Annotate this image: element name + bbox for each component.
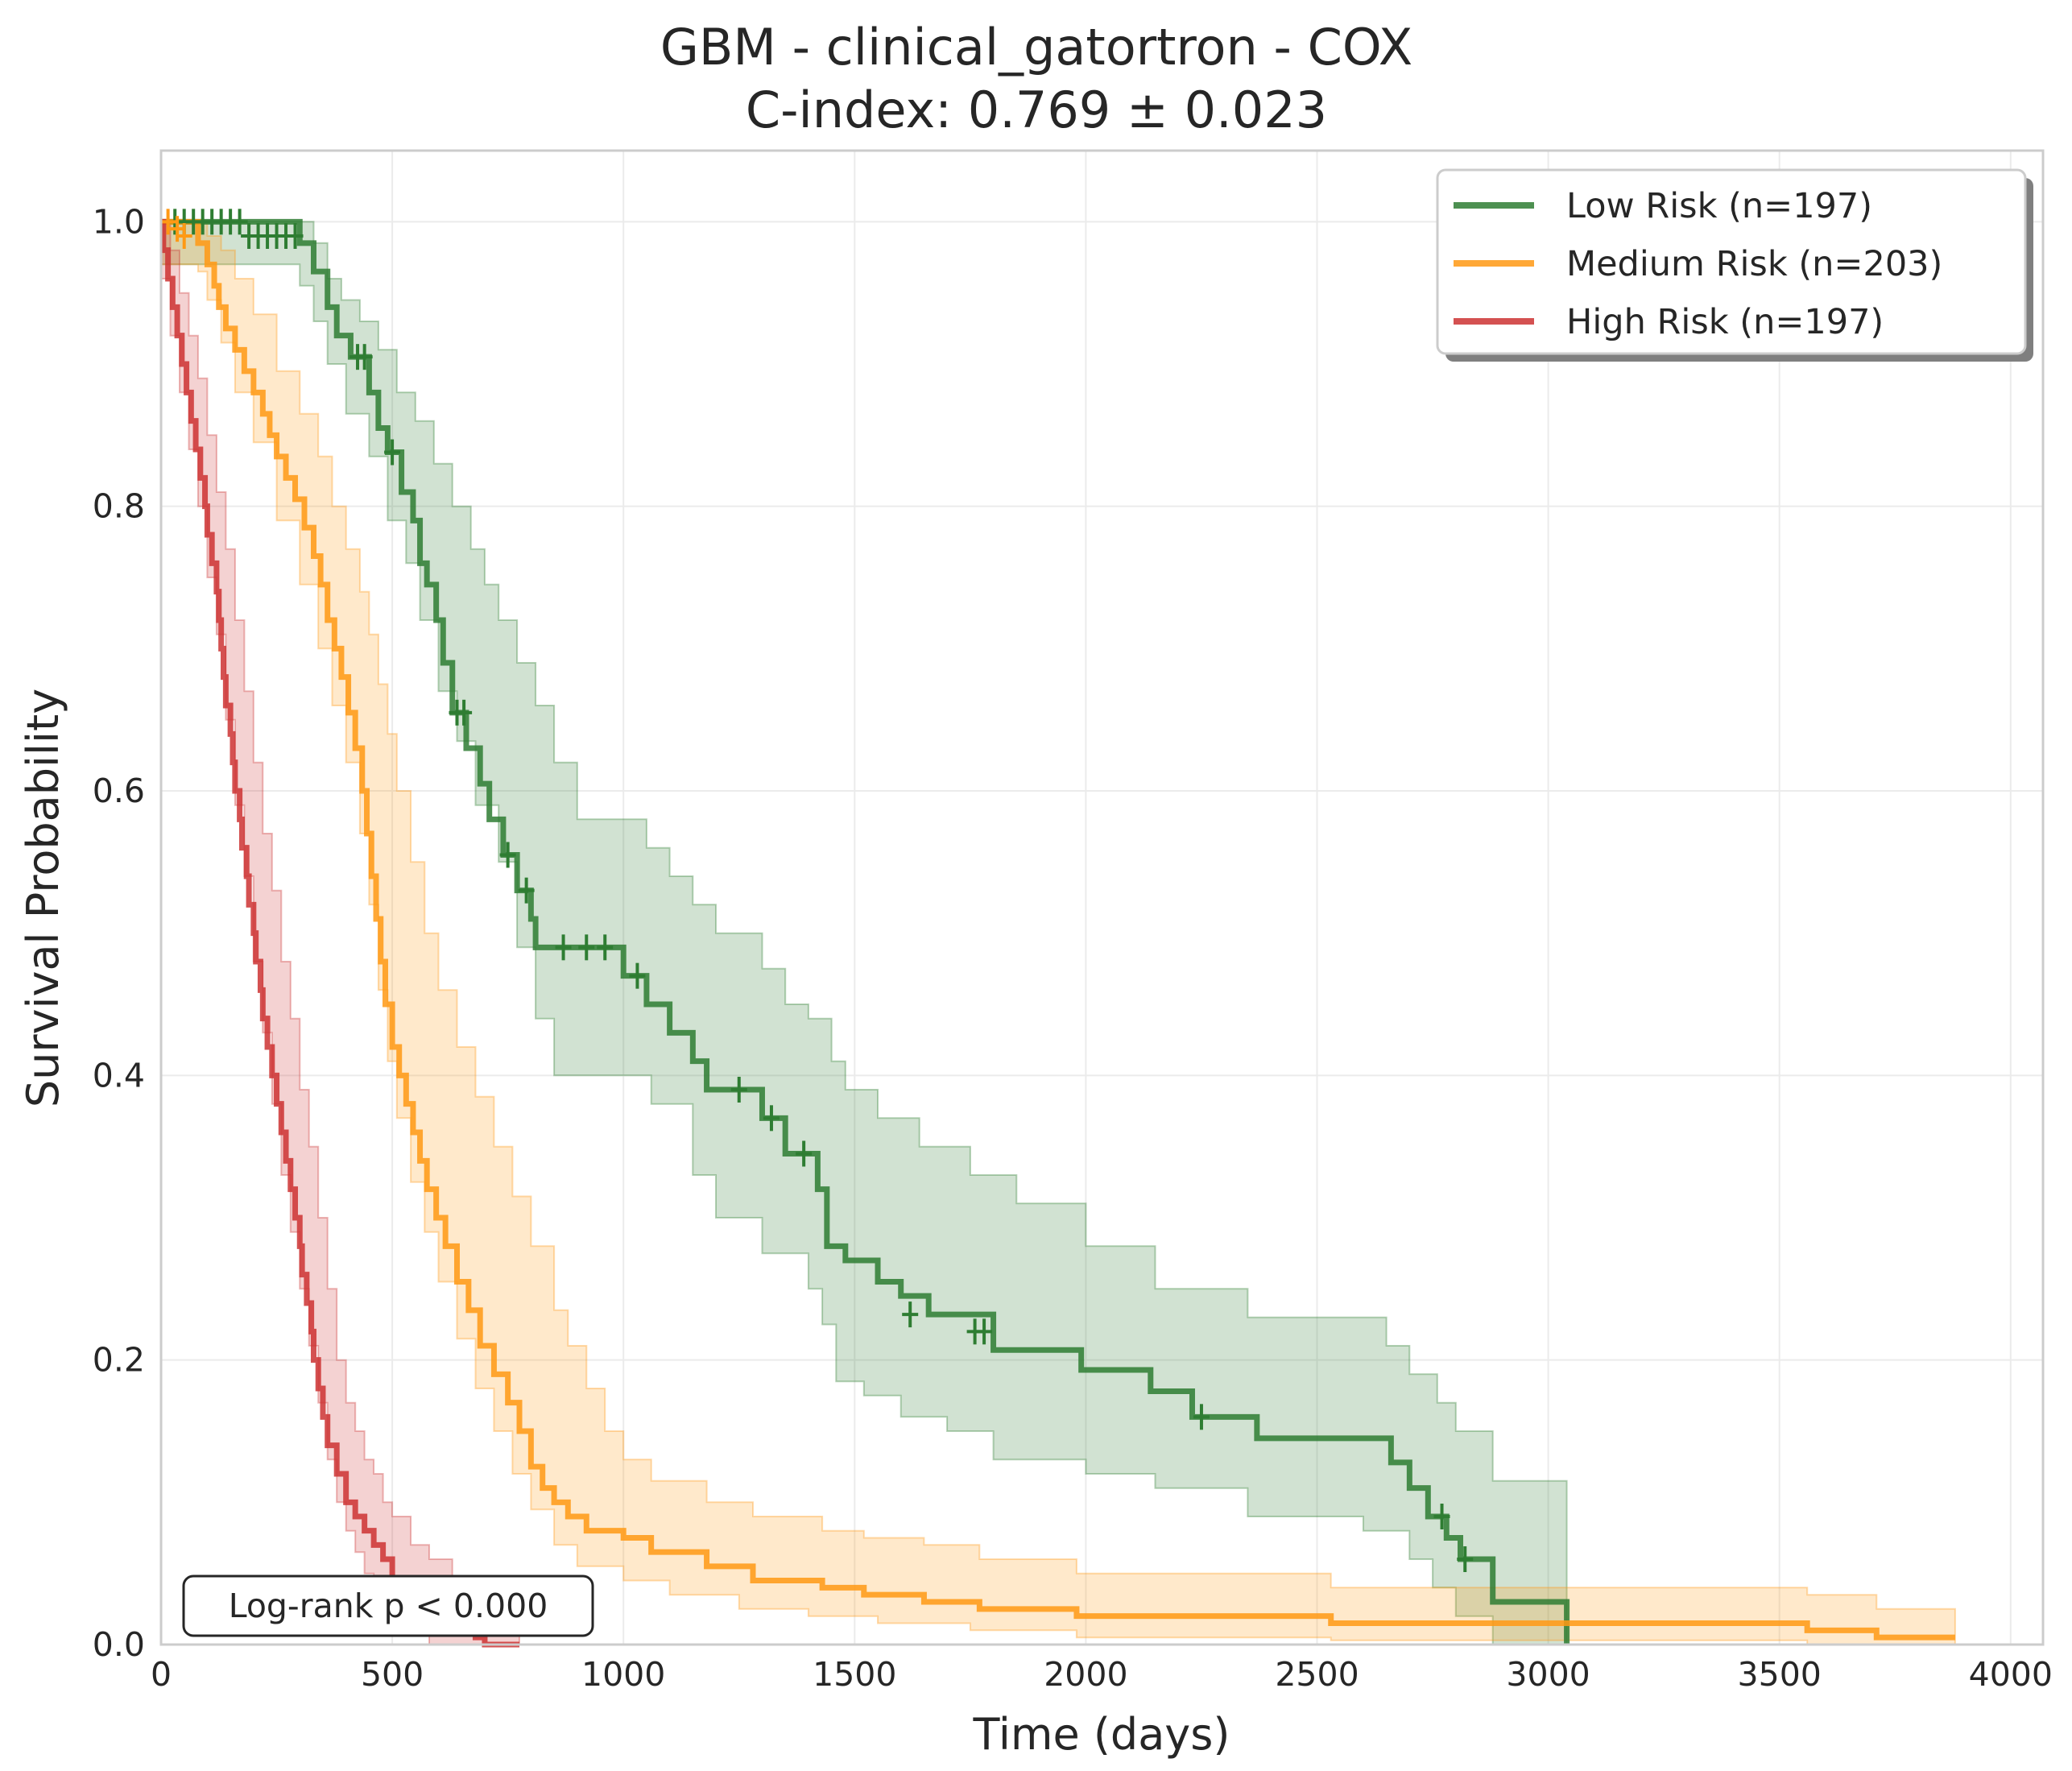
x-tick-label-5: 2500 — [1275, 1655, 1359, 1694]
censor-mark-0-7 — [231, 209, 248, 235]
censor-mark-0-28 — [902, 1301, 919, 1328]
x-tick-label-3: 1500 — [813, 1655, 896, 1694]
survival-line-0 — [161, 218, 1570, 1645]
censor-mark-1-0 — [159, 209, 176, 235]
grid — [160, 151, 2043, 1645]
censor-mark-0-31 — [1193, 1404, 1210, 1430]
censor-mark-0-25 — [730, 1077, 747, 1103]
survival-curves — [160, 218, 1955, 1648]
chart-title: GBM - clinical_gatortron - COX — [660, 18, 1412, 77]
x-tick-label-8: 4000 — [1969, 1655, 2053, 1694]
censor-mark-0-33 — [1457, 1546, 1474, 1572]
legend-label-2: High Risk (n=197) — [1566, 302, 1884, 342]
censor-mark-0-21 — [555, 934, 572, 961]
x-tick-label-4: 2000 — [1044, 1655, 1127, 1694]
x-axis-ticks: 0 500 1000 1500 2000 2500 3000 3500 4000 — [151, 1655, 2053, 1694]
plot-area — [161, 151, 2043, 1645]
chart-subtitle: C-index: 0.769 ± 0.023 — [746, 81, 1327, 139]
logrank-text: Log-rank p < 0.000 — [229, 1587, 548, 1625]
x-tick-label-6: 3000 — [1506, 1655, 1590, 1694]
censor-mark-0-26 — [763, 1105, 780, 1132]
logrank-annotation: Log-rank p < 0.000 — [182, 1574, 594, 1637]
x-tick-label-7: 3500 — [1738, 1655, 1822, 1694]
legend-box — [1436, 168, 2027, 355]
y-tick-label-3: 0.6 — [93, 772, 145, 810]
ci-band-0 — [160, 221, 1568, 1645]
censor-mark-0-24 — [629, 962, 646, 989]
plot-frame — [159, 149, 2045, 1646]
y-axis-label: Survival Probability — [18, 689, 68, 1107]
censor-mark-0-19 — [499, 842, 516, 868]
censor-mark-0-27 — [796, 1140, 813, 1167]
censor-mark-0-20 — [518, 877, 535, 904]
legend-label-0: Low Risk (n=197) — [1566, 186, 1872, 226]
y-tick-label-1: 0.2 — [93, 1341, 145, 1380]
legend: Low Risk (n=197) Medium Risk (n=203) High … — [1436, 168, 2033, 362]
logrank-box — [182, 1574, 594, 1637]
y-tick-label-4: 0.8 — [93, 487, 145, 526]
censor-mark-0-15 — [356, 344, 373, 370]
y-tick-label-5: 1.0 — [93, 202, 145, 241]
x-tick-label-2: 1000 — [581, 1655, 665, 1694]
y-axis-ticks: 0.0 0.2 0.4 0.6 0.8 1.0 — [93, 202, 145, 1664]
censor-mark-1-2 — [176, 223, 192, 249]
censor-mark-0-30 — [976, 1318, 993, 1345]
x-tick-label-0: 0 — [151, 1655, 172, 1694]
ci-band-1 — [160, 221, 1956, 1645]
censor-mark-0-23 — [597, 934, 614, 961]
censor-mark-0-16 — [384, 439, 401, 466]
censor-mark-0-18 — [456, 699, 473, 726]
censor-mark-0-22 — [578, 934, 595, 961]
censor-marks — [159, 209, 1474, 1572]
y-tick-label-0: 0.0 — [93, 1625, 145, 1664]
legend-label-1: Medium Risk (n=203) — [1566, 244, 1942, 284]
survival-line-1 — [161, 218, 1955, 1641]
x-axis-label: Time (days) — [973, 1709, 1230, 1760]
x-tick-label-1: 500 — [361, 1655, 424, 1694]
censor-mark-0-13 — [287, 223, 304, 249]
censor-mark-0-32 — [1433, 1504, 1450, 1529]
survival-line-2 — [160, 218, 520, 1648]
y-tick-label-2: 0.4 — [93, 1056, 145, 1094]
